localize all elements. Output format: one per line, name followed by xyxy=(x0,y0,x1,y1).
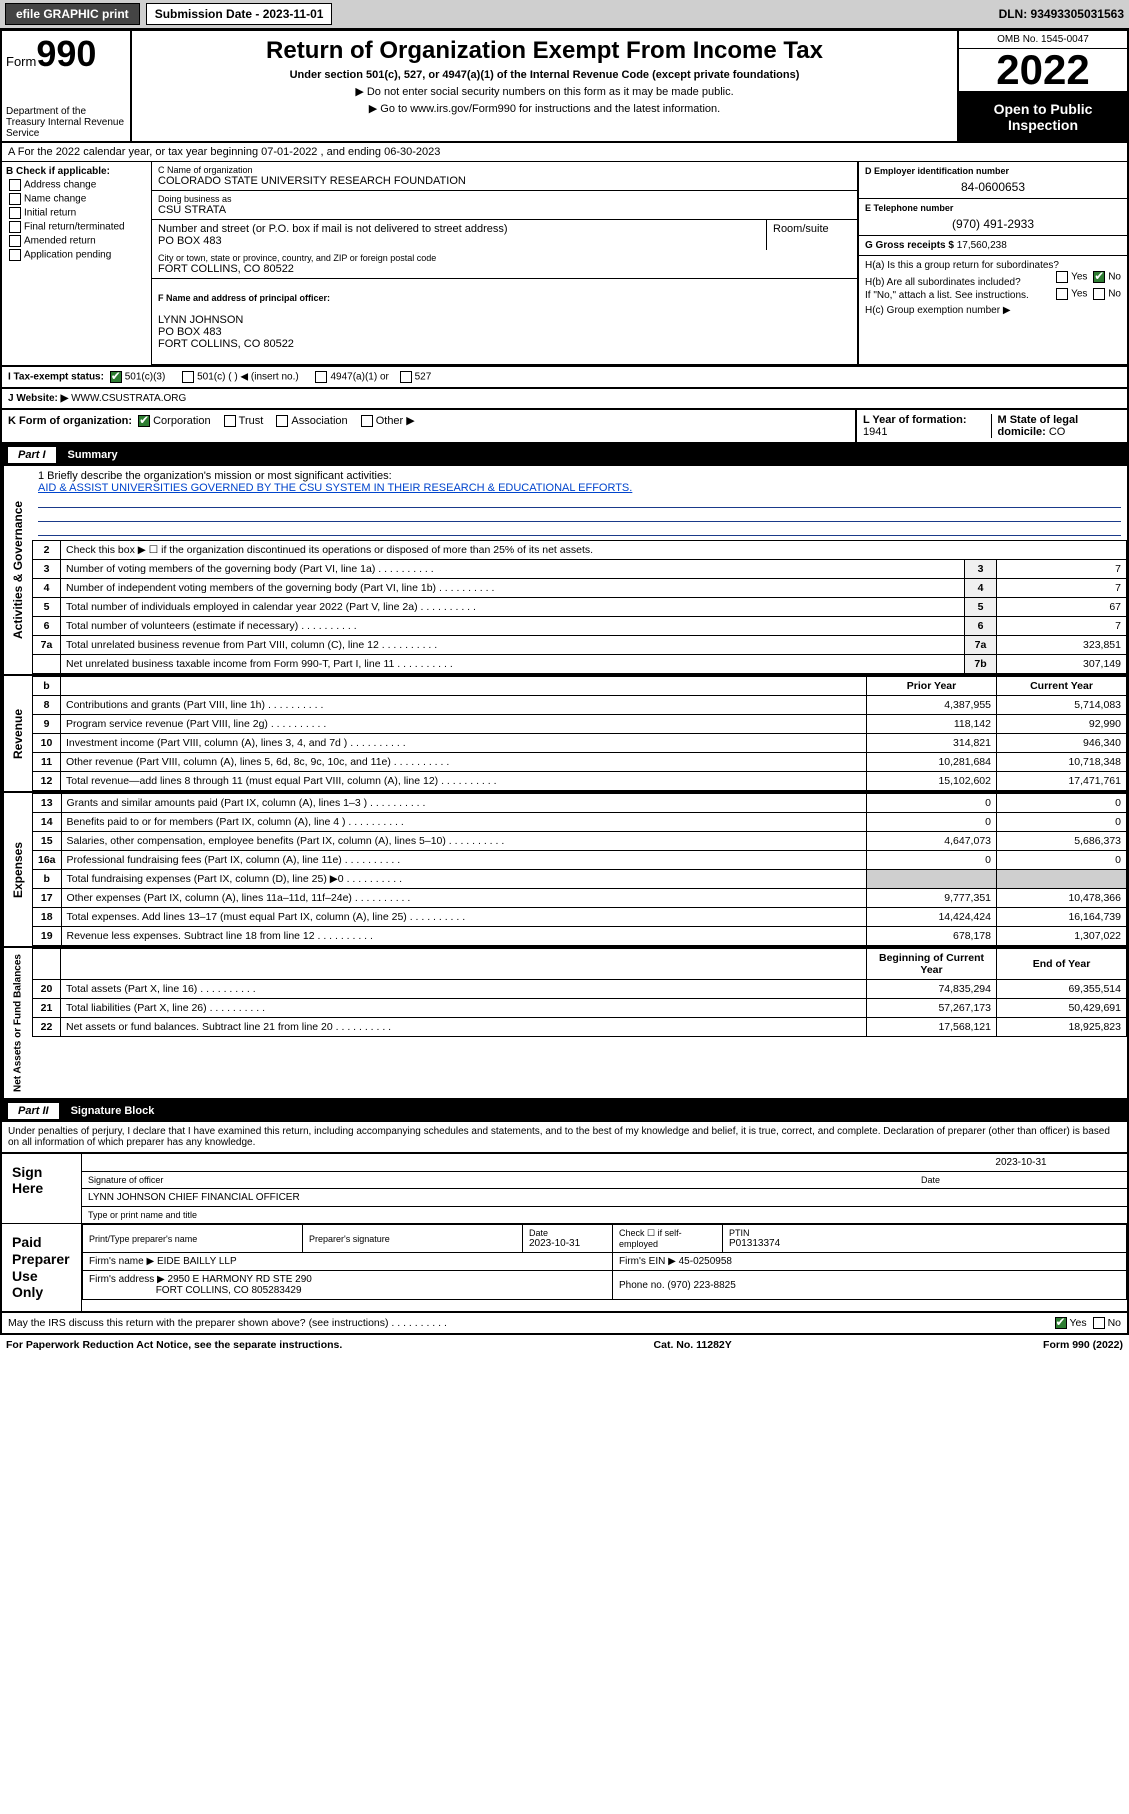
cb-initial[interactable]: Initial return xyxy=(6,207,147,219)
cb-discuss-yes[interactable] xyxy=(1055,1317,1067,1329)
preparer-table: Print/Type preparer's name Preparer's si… xyxy=(82,1224,1127,1300)
vert-netassets: Net Assets or Fund Balances xyxy=(2,948,32,1098)
form-subtitle: Under section 501(c), 527, or 4947(a)(1)… xyxy=(142,69,947,81)
form-number: Form990 xyxy=(6,33,126,75)
cb-4947[interactable] xyxy=(315,371,327,383)
summary-netassets: Net Assets or Fund Balances Beginning of… xyxy=(0,948,1129,1100)
k-l-m-row: K Form of organization: Corporation Trus… xyxy=(0,410,1129,444)
part-1-header: Part I Summary xyxy=(0,444,1129,466)
cb-amended[interactable]: Amended return xyxy=(6,235,147,247)
warning-1: ▶ Do not enter social security numbers o… xyxy=(142,85,947,98)
col-b-heading: B Check if applicable: xyxy=(6,166,147,177)
form-header: Form990 Department of the Treasury Inter… xyxy=(0,29,1129,143)
footer: For Paperwork Reduction Act Notice, see … xyxy=(0,1335,1129,1355)
cb-other[interactable] xyxy=(361,415,373,427)
cb-name[interactable]: Name change xyxy=(6,193,147,205)
website-link[interactable]: WWW.CSUSTRATA.ORG xyxy=(71,393,186,404)
cb-527[interactable] xyxy=(400,371,412,383)
paid-preparer-label: Paid Preparer Use Only xyxy=(2,1224,82,1311)
open-inspection: Open to Public Inspection xyxy=(959,93,1127,141)
officer-row: F Name and address of principal officer:… xyxy=(152,279,857,365)
cb-501c3[interactable] xyxy=(110,371,122,383)
revenue-table: bPrior YearCurrent Year8Contributions an… xyxy=(32,676,1127,791)
website-row: J Website: ▶ WWW.CSUSTRATA.ORG xyxy=(0,389,1129,410)
summary-activities: Activities & Governance 1 Briefly descri… xyxy=(0,466,1129,676)
expenses-table: 13Grants and similar amounts paid (Part … xyxy=(32,793,1127,946)
ein-cell: D Employer identification number 84-0600… xyxy=(859,162,1127,199)
h-block: H(a) Is this a group return for subordin… xyxy=(859,256,1127,365)
cb-final[interactable]: Final return/terminated xyxy=(6,221,147,233)
street-row: Number and street (or P.O. box if mail i… xyxy=(152,220,857,250)
vert-activities: Activities & Governance xyxy=(2,466,32,674)
efile-button[interactable]: efile GRAPHIC print xyxy=(5,3,140,25)
cb-discuss-no[interactable] xyxy=(1093,1317,1105,1329)
governance-table: 2Check this box ▶ ☐ if the organization … xyxy=(32,540,1127,674)
officer-name: LYNN JOHNSON CHIEF FINANCIAL OFFICER xyxy=(88,1192,300,1203)
signature-block: Sign Here 2023-10-31 Signature of office… xyxy=(0,1152,1129,1313)
form-title: Return of Organization Exempt From Incom… xyxy=(142,37,947,65)
dln: DLN: 93493305031563 xyxy=(999,7,1124,21)
cb-assoc[interactable] xyxy=(276,415,288,427)
city-row: City or town, state or province, country… xyxy=(152,250,857,279)
cb-corp[interactable] xyxy=(138,415,150,427)
mission-link[interactable]: AID & ASSIST UNIVERSITIES GOVERNED BY TH… xyxy=(38,482,632,494)
sign-here-label: Sign Here xyxy=(2,1154,82,1223)
vert-expenses: Expenses xyxy=(2,793,32,946)
phone-cell: E Telephone number (970) 491-2933 xyxy=(859,199,1127,236)
submission-date: Submission Date - 2023-11-01 xyxy=(146,3,333,25)
mission-block: 1 Briefly describe the organization's mi… xyxy=(32,466,1127,540)
summary-expenses: Expenses 13Grants and similar amounts pa… xyxy=(0,793,1129,948)
line-a: A For the 2022 calendar year, or tax yea… xyxy=(0,143,1129,162)
cb-address[interactable]: Address change xyxy=(6,179,147,191)
header-grid: B Check if applicable: Address change Na… xyxy=(0,162,1129,367)
tax-status-row: I Tax-exempt status: 501(c)(3) 501(c) ( … xyxy=(0,367,1129,389)
dba-row: Doing business as CSU STRATA xyxy=(152,191,857,220)
department: Department of the Treasury Internal Reve… xyxy=(6,106,126,139)
discuss-row: May the IRS discuss this return with the… xyxy=(0,1313,1129,1335)
part-2-header: Part II Signature Block xyxy=(0,1100,1129,1122)
gross-cell: G Gross receipts $ 17,560,238 xyxy=(859,236,1127,256)
cb-501c[interactable] xyxy=(182,371,194,383)
tax-year: 2022 xyxy=(959,49,1127,93)
col-b-checkboxes: B Check if applicable: Address change Na… xyxy=(2,162,152,365)
top-bar: efile GRAPHIC print Submission Date - 20… xyxy=(0,0,1129,29)
warning-2: ▶ Go to www.irs.gov/Form990 for instruct… xyxy=(142,102,947,115)
cb-pending[interactable]: Application pending xyxy=(6,249,147,261)
vert-revenue: Revenue xyxy=(2,676,32,791)
org-name-row: C Name of organization COLORADO STATE UN… xyxy=(152,162,857,191)
netassets-table: Beginning of Current YearEnd of Year20To… xyxy=(32,948,1127,1037)
penalty-text: Under penalties of perjury, I declare th… xyxy=(0,1122,1129,1152)
summary-revenue: Revenue bPrior YearCurrent Year8Contribu… xyxy=(0,676,1129,793)
cb-trust[interactable] xyxy=(224,415,236,427)
